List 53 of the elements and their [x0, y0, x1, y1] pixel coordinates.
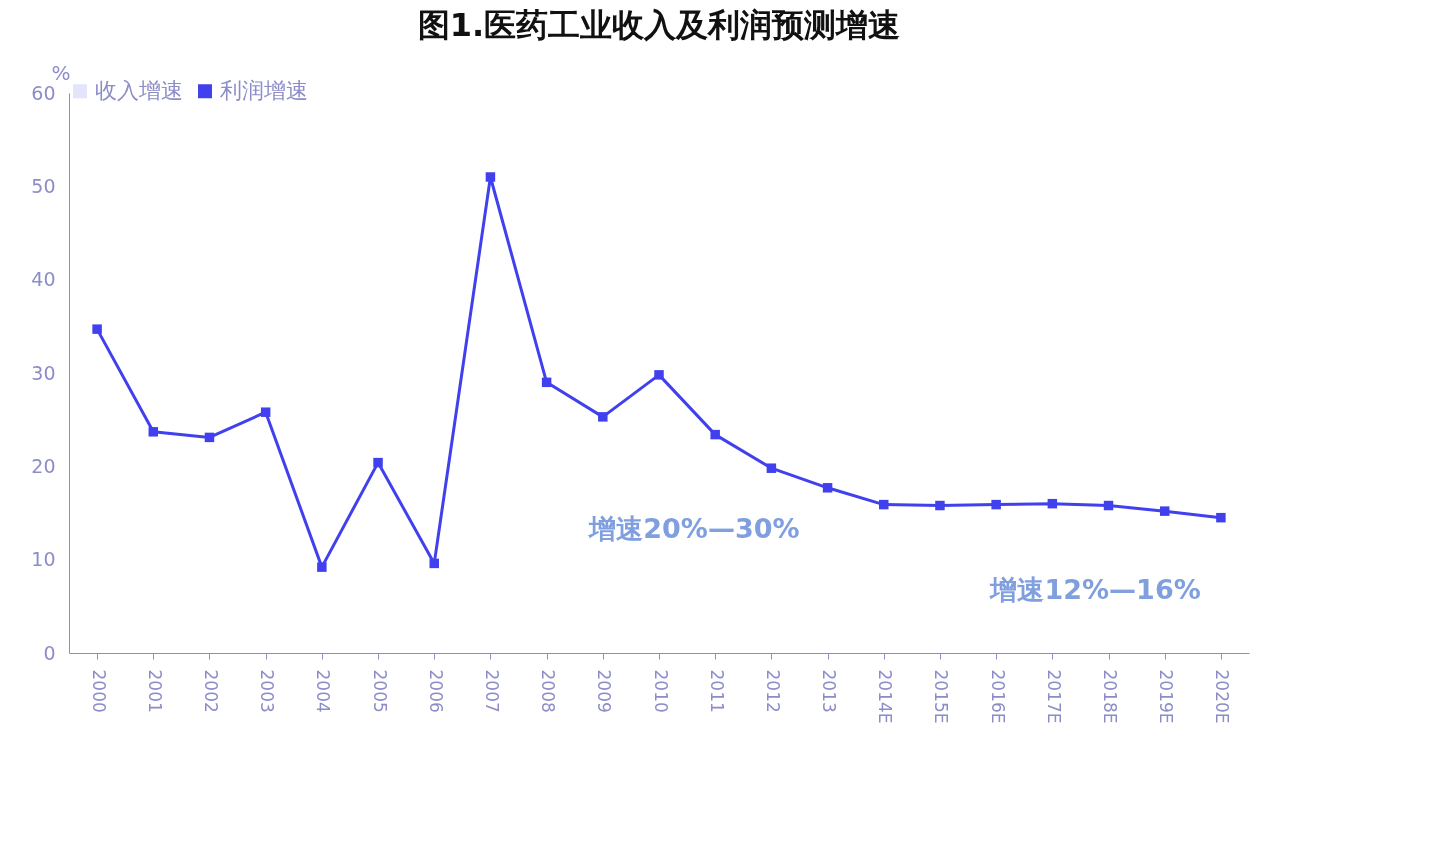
x-tick-label: 2008: [538, 669, 559, 713]
point: [260, 407, 271, 417]
x-tick-label: 2005: [369, 669, 390, 713]
y-tick-label: 20: [31, 454, 56, 477]
y-tick-label: 0: [43, 641, 56, 664]
x-tick-label: 2012: [762, 669, 783, 713]
x-tick-label: 2011: [706, 669, 727, 713]
point: [204, 432, 215, 443]
x-tick-label: 2002: [200, 669, 221, 713]
x-tick-label: 2010: [650, 669, 671, 713]
point: [822, 483, 833, 493]
point: [1103, 500, 1114, 511]
x-tick-label: 2006: [425, 669, 446, 713]
point: [766, 463, 777, 473]
y-tick-label: 30: [31, 361, 56, 384]
point: [429, 558, 439, 569]
x-tick-label: 2001: [144, 669, 165, 713]
point: [879, 499, 889, 510]
chart-title: 图1.医药工业收入及利润预测增速: [417, 6, 901, 44]
annotation: 增速20%—30%: [588, 512, 800, 544]
point: [654, 370, 664, 380]
point: [541, 377, 552, 388]
point: [1216, 512, 1226, 523]
x-tick-label: 2007: [481, 669, 502, 713]
legend-label: 收入增速: [95, 78, 183, 104]
point: [598, 412, 608, 422]
point: [710, 429, 720, 440]
legend-label: 利润增速: [220, 78, 308, 104]
x-tick-label: 2013: [819, 669, 840, 713]
x-tick-label: 2000: [88, 669, 109, 713]
x-tick-label: 2004: [313, 669, 334, 713]
point: [148, 427, 159, 437]
x-tick-label: 2015E: [931, 669, 952, 724]
point: [373, 457, 383, 468]
x-tick-label: 2020E: [1212, 669, 1233, 724]
x-tick-label: 2014E: [875, 669, 896, 724]
x-tick-label: 2017E: [1043, 669, 1064, 724]
point: [485, 172, 496, 182]
point: [1159, 506, 1170, 516]
point: [317, 562, 327, 572]
point: [92, 324, 102, 334]
x-tick-label: 2018E: [1100, 669, 1121, 724]
annotation: 增速12%—16%: [989, 574, 1201, 606]
x-tick-label: 2019E: [1156, 669, 1177, 724]
x-tick-label: 2016E: [987, 669, 1008, 724]
point: [1047, 498, 1058, 509]
x-tick-label: 2009: [594, 669, 615, 713]
x-tick-label: 2003: [257, 669, 278, 713]
y-tick-label: 40: [31, 268, 56, 291]
point: [991, 499, 1001, 510]
y-tick-label: 10: [31, 548, 56, 571]
point: [935, 500, 945, 511]
y-tick-label: 50: [31, 174, 56, 197]
